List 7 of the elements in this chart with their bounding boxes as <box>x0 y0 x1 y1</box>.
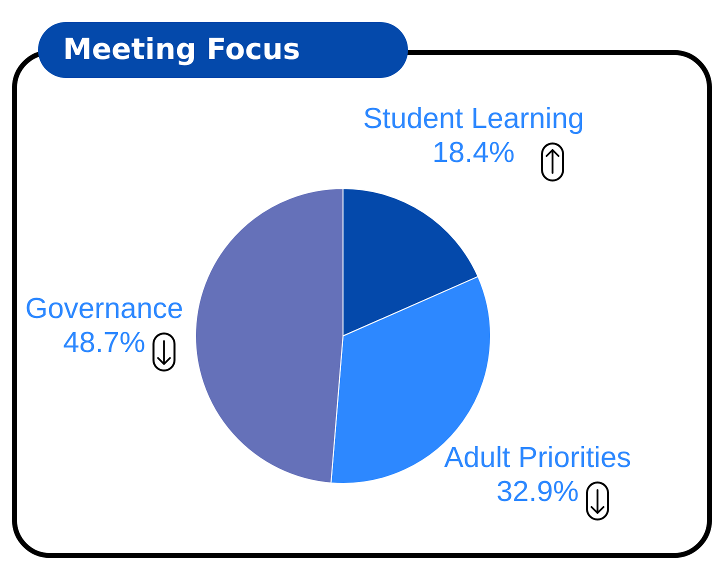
data-label: 32.9% <box>496 476 579 508</box>
slice-label: Governance <box>25 292 184 326</box>
chart-title: Meeting Focus <box>63 31 300 68</box>
slice-label: Student Learning <box>363 102 584 136</box>
data-label: 18.4% <box>432 136 515 169</box>
slice-label: Adult Priorities <box>444 440 632 475</box>
data-label: 48.7% <box>63 327 146 360</box>
